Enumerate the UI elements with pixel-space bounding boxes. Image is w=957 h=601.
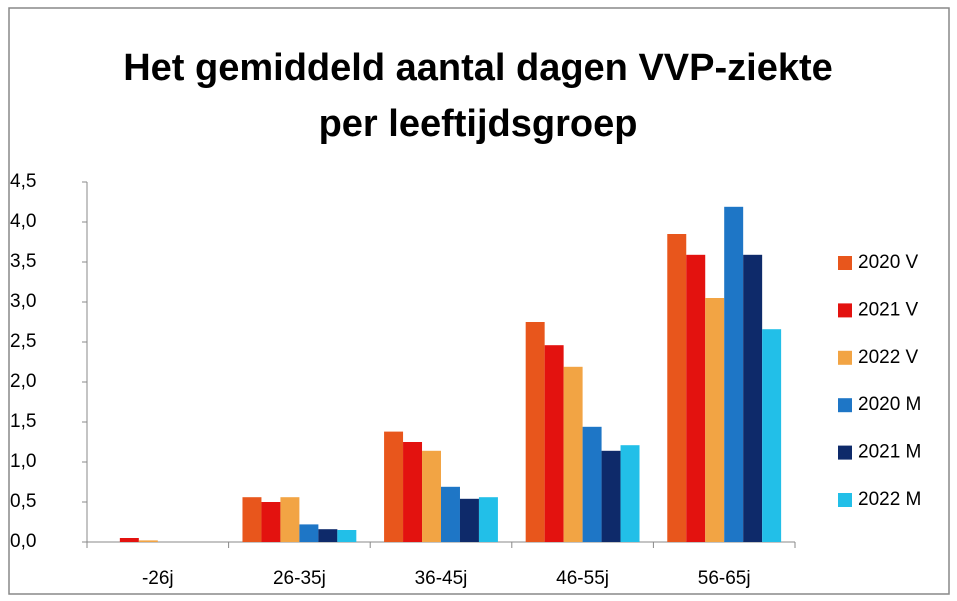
x-tick-label: 26-35j xyxy=(273,568,326,589)
bar xyxy=(762,329,782,542)
x-tick-label: 36-45j xyxy=(415,568,468,589)
y-tick-label: 2,0 xyxy=(10,371,36,392)
x-tick-label: 56-65j xyxy=(698,568,751,589)
x-tick-label: -26j xyxy=(142,568,174,589)
legend-marker xyxy=(838,256,852,270)
legend-marker xyxy=(838,445,852,460)
legend-label: 2021 V xyxy=(858,299,919,320)
chart-title: Het gemiddeld aantal dagen VVP-ziekte pe… xyxy=(123,47,833,145)
legend-label: 2022 V xyxy=(858,347,919,368)
legend-marker xyxy=(838,350,852,365)
bar xyxy=(525,322,545,542)
bar xyxy=(384,431,404,542)
bar xyxy=(119,538,139,542)
bar xyxy=(667,234,687,542)
legend-label: 2021 M xyxy=(858,442,921,463)
bar xyxy=(544,345,564,542)
bar xyxy=(478,497,498,542)
bar xyxy=(403,442,423,542)
bar xyxy=(705,298,725,542)
y-tick-label: 3,5 xyxy=(10,251,36,272)
bar xyxy=(686,254,706,543)
bar xyxy=(318,529,338,542)
bar xyxy=(422,450,441,542)
legend-label: 2022 M xyxy=(858,489,921,510)
y-tick-label: 2,5 xyxy=(10,331,36,352)
bar xyxy=(261,502,281,542)
bar xyxy=(459,498,479,542)
legend-marker xyxy=(838,398,852,413)
y-tick-label: 1,0 xyxy=(10,451,36,472)
legend-marker xyxy=(838,303,852,318)
chart-border xyxy=(8,7,950,595)
y-tick-label: 0,0 xyxy=(10,531,36,552)
bar xyxy=(582,426,602,542)
bar xyxy=(601,450,621,542)
bar xyxy=(620,445,640,542)
y-tick-label: 1,5 xyxy=(10,411,36,432)
bar xyxy=(337,530,357,542)
y-tick-label: 0,5 xyxy=(10,491,36,512)
bar xyxy=(242,497,262,542)
bar xyxy=(441,486,460,542)
bar xyxy=(743,254,763,543)
legend-label: 2020 V xyxy=(858,252,919,273)
y-tick-label: 3,0 xyxy=(10,291,36,312)
x-tick-label: 46-55j xyxy=(556,568,609,589)
y-tick-label: 4,5 xyxy=(10,171,36,192)
legend-marker xyxy=(838,493,852,507)
bar xyxy=(724,206,744,543)
bar xyxy=(299,524,319,542)
bar xyxy=(280,497,300,542)
y-tick-label: 4,0 xyxy=(10,211,36,232)
bar xyxy=(138,540,158,542)
bar xyxy=(563,366,583,542)
legend-label: 2020 M xyxy=(858,394,921,415)
